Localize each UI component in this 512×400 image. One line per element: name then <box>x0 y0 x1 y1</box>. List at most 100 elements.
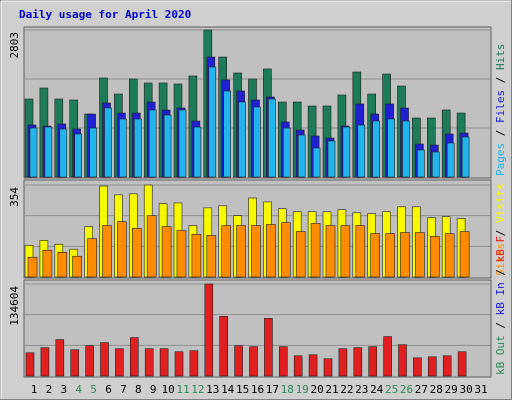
x-tick-label: 3 <box>60 383 67 396</box>
bar <box>387 118 395 178</box>
legend-separator: / <box>494 70 507 90</box>
bar <box>59 128 68 178</box>
bar <box>176 230 187 278</box>
y-tick-label: 134604 <box>8 286 21 326</box>
bar <box>293 355 303 377</box>
bar <box>146 215 157 278</box>
x-tick-label: 4 <box>75 383 82 396</box>
bar <box>57 252 68 278</box>
bar <box>115 348 124 377</box>
bar <box>204 283 214 377</box>
bar <box>310 223 321 278</box>
bar <box>223 90 231 178</box>
bar <box>130 337 139 377</box>
bar <box>236 225 246 278</box>
chart-title: Daily usage for April 2020 <box>19 8 191 21</box>
bar <box>400 232 410 278</box>
x-tick-label: 2 <box>46 383 53 396</box>
bar <box>134 118 142 178</box>
x-tick-label: 28 <box>430 383 443 396</box>
legend-entry: Visits <box>494 183 507 223</box>
bar <box>219 316 228 377</box>
bar <box>221 225 231 278</box>
bar <box>353 347 363 377</box>
bar <box>446 142 455 178</box>
x-tick-label: 31 <box>474 383 487 396</box>
bar <box>44 126 53 178</box>
bar <box>340 225 351 278</box>
bar <box>72 255 82 278</box>
x-tick-label: 13 <box>206 383 219 396</box>
bar <box>163 114 172 178</box>
bar <box>42 249 53 278</box>
bar <box>355 225 366 278</box>
x-tick-label: 26 <box>400 383 413 396</box>
bar <box>327 140 336 178</box>
bar <box>282 127 291 178</box>
bar <box>457 351 467 377</box>
bar <box>238 101 246 178</box>
bar <box>100 342 109 377</box>
x-tick-label: 20 <box>310 383 323 396</box>
bar <box>415 232 425 278</box>
bar <box>25 352 35 377</box>
bar <box>234 345 243 377</box>
y-tick-label: 354 <box>8 187 21 207</box>
x-tick-label: 29 <box>445 383 458 396</box>
bar <box>193 126 202 178</box>
x-tick-label: 15 <box>236 383 249 396</box>
bar <box>368 346 378 377</box>
bar <box>249 346 258 377</box>
bar <box>442 355 452 377</box>
x-tick-label: 10 <box>161 383 174 396</box>
bar <box>429 236 440 278</box>
bar <box>104 107 112 178</box>
x-tick-label: 11 <box>176 383 189 396</box>
x-tick-label: 5 <box>90 383 97 396</box>
y-tick-label: 2803 <box>8 32 21 59</box>
bar <box>370 233 381 278</box>
legend: Pages / Files / Hits <box>494 44 507 177</box>
bar <box>297 134 306 178</box>
bar <box>372 120 381 178</box>
bar <box>398 344 407 377</box>
bar <box>461 136 470 178</box>
bar <box>40 347 50 377</box>
x-tick-label: 21 <box>325 383 338 396</box>
bar <box>444 233 455 278</box>
bar <box>278 346 288 377</box>
x-tick-label: 25 <box>385 383 398 396</box>
bar <box>208 66 217 178</box>
bar <box>119 118 127 178</box>
x-tick-label: 8 <box>135 383 142 396</box>
bar <box>295 231 306 278</box>
bar <box>189 350 199 377</box>
bar <box>266 224 276 278</box>
bar <box>29 127 38 178</box>
bar <box>312 147 321 178</box>
x-tick-label: 22 <box>340 383 353 396</box>
bar <box>191 234 202 278</box>
bar <box>85 345 94 377</box>
legend-separator: / <box>494 123 507 143</box>
x-tick-label: 27 <box>415 383 428 396</box>
bar <box>459 231 470 278</box>
bar <box>431 151 440 178</box>
bar <box>87 238 97 278</box>
bar <box>161 226 172 278</box>
x-tick-label: 30 <box>459 383 472 396</box>
bar <box>55 339 65 377</box>
legend-entry: Sites <box>494 243 507 276</box>
legend-entry: kB Out <box>494 335 507 375</box>
bar <box>74 133 82 178</box>
x-tick-label: 16 <box>251 383 264 396</box>
x-tick-label: 7 <box>120 383 127 396</box>
x-tick-label: 18 <box>281 383 294 396</box>
bar <box>27 256 38 278</box>
x-tick-label: 6 <box>105 383 112 396</box>
bar <box>89 127 97 178</box>
bar <box>70 349 79 377</box>
x-tick-label: 19 <box>296 383 309 396</box>
x-tick-label: 24 <box>370 383 384 396</box>
